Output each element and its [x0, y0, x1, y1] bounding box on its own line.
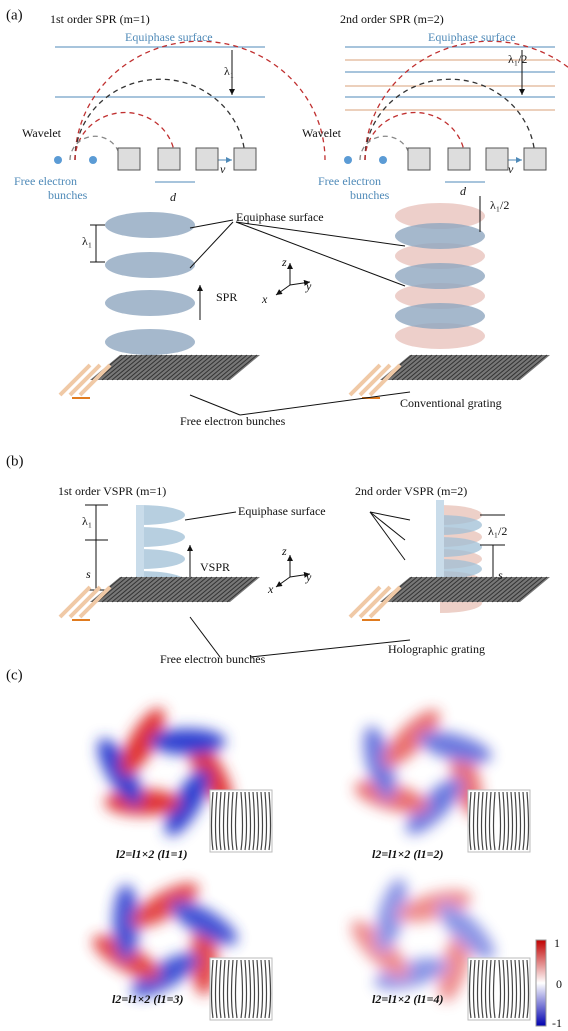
colorbar-label: 0: [556, 977, 562, 991]
subtitle: 2nd order VSPR (m=2): [355, 484, 467, 498]
label: λ₁/2: [508, 52, 527, 66]
label: Free electron bunches: [160, 652, 266, 666]
grating: [380, 355, 550, 380]
label: Wavelet: [22, 126, 62, 140]
label: y: [305, 279, 312, 293]
label: bunches: [48, 188, 88, 202]
electron: [54, 156, 62, 164]
line: [276, 285, 290, 295]
label: λ₁: [82, 234, 92, 248]
panel-label: (a): [6, 7, 23, 23]
grating-tooth: [118, 148, 140, 170]
label: z: [281, 255, 287, 269]
equiphase-disk: [395, 263, 485, 289]
label: Equiphase surface: [236, 210, 324, 224]
panel-label: (c): [6, 667, 23, 683]
line: [276, 577, 290, 587]
grating: [90, 355, 260, 380]
line: [185, 512, 236, 520]
label: SPR: [216, 290, 237, 304]
equiphase-disk: [395, 303, 485, 329]
grating: [380, 577, 550, 602]
wavelet: [365, 41, 568, 160]
label: v: [220, 162, 226, 176]
grating-tooth: [408, 148, 430, 170]
colorbar-label: 1: [554, 936, 560, 950]
colorbar-label: -1: [552, 1016, 562, 1030]
label: λ₁: [224, 64, 234, 78]
label: v: [508, 162, 514, 176]
grating-tooth: [196, 148, 218, 170]
line: [190, 220, 233, 228]
line: [236, 222, 405, 246]
label: Equiphase surface: [125, 30, 213, 44]
electron: [89, 156, 97, 164]
label: λ₁/2: [488, 524, 507, 538]
line: [236, 222, 405, 286]
field-map: [318, 690, 533, 855]
line: [370, 512, 410, 520]
field-lobe: [150, 729, 226, 755]
caption: l2=l1×2 (l1=1): [116, 847, 188, 861]
label: λ₁/2: [490, 198, 509, 212]
label: Equiphase surface: [428, 30, 516, 44]
grating: [90, 577, 260, 602]
caption: l2=l1×2 (l1=4): [372, 992, 444, 1006]
label: d: [170, 190, 177, 204]
label: y: [305, 570, 312, 584]
label: VSPR: [200, 560, 230, 574]
field-map: [60, 690, 275, 855]
equiphase-disk: [105, 329, 195, 355]
subtitle: 1st order SPR (m=1): [50, 12, 150, 26]
label: Free electron: [318, 174, 381, 188]
equiphase-disk: [105, 212, 195, 238]
label: Free electron: [14, 174, 77, 188]
electron: [379, 156, 387, 164]
caption: l2=l1×2 (l1=2): [372, 847, 444, 861]
equiphase-disk: [105, 252, 195, 278]
grating-tooth: [448, 148, 470, 170]
caption: l2=l1×2 (l1=3): [112, 992, 184, 1006]
label: x: [261, 292, 268, 306]
subtitle: 2nd order SPR (m=2): [340, 12, 444, 26]
colorbar: [536, 940, 546, 1026]
grating-tooth: [234, 148, 256, 170]
helix-surface: [140, 527, 185, 547]
panel-label: (b): [6, 453, 24, 469]
label: d: [460, 184, 467, 198]
equiphase-disk: [105, 290, 195, 316]
label: s: [86, 567, 91, 581]
helix-surface: [140, 505, 185, 525]
label: z: [281, 544, 287, 558]
line: [190, 395, 240, 415]
grating-tooth: [158, 148, 180, 170]
label: s: [498, 568, 503, 582]
line: [240, 392, 410, 415]
field-lobe: [105, 789, 181, 815]
electron: [344, 156, 352, 164]
subtitle: 1st order VSPR (m=1): [58, 484, 166, 498]
grating-tooth: [486, 148, 508, 170]
label: x: [267, 582, 274, 596]
line: [190, 222, 233, 268]
label: Free electron bunches: [180, 414, 286, 428]
label: Wavelet: [302, 126, 342, 140]
label: λ₁: [82, 514, 92, 528]
label: Equiphase surface: [238, 504, 326, 518]
label: bunches: [350, 188, 390, 202]
label: Conventional grating: [400, 396, 502, 410]
label: Holographic grating: [388, 642, 485, 656]
grating-tooth: [524, 148, 546, 170]
equiphase-disk: [395, 223, 485, 249]
line: [250, 640, 410, 657]
helix-surface: [140, 549, 185, 569]
figure: (a) 1st order SPR (m=1) 2nd order SPR (m…: [0, 0, 568, 1031]
